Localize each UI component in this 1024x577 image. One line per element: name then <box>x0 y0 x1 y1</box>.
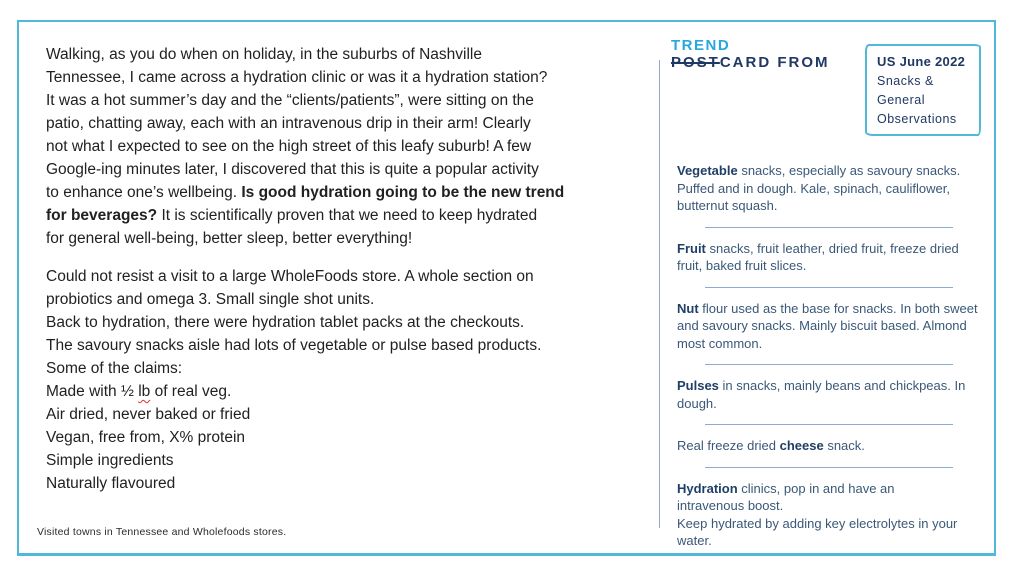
stamp-box: US June 2022 Snacks & General Observatio… <box>865 44 981 136</box>
entry-divider <box>705 466 953 468</box>
stamp-title: US June 2022 <box>877 54 966 69</box>
main-text-column: Walking, as you do when on holiday, in t… <box>46 43 646 495</box>
stamp-line-snacks: Snacks & <box>877 74 934 88</box>
entry-fruit: Fruit snacks, fruit leather, dried fruit… <box>677 240 963 274</box>
stamp-line-general: General <box>877 93 925 107</box>
observations-list: Vegetable snacks, especially as savoury … <box>677 162 979 550</box>
entry-divider <box>705 286 953 288</box>
postcard-card: Walking, as you do when on holiday, in t… <box>17 20 996 556</box>
entry-pulses: Pulses in snacks, mainly beans and chick… <box>677 378 969 411</box>
trend-postcard-logo: TREND POSTCARD FROM <box>671 37 830 71</box>
entry-hydration: Hydration clinics, pop in and have an in… <box>677 480 958 549</box>
paragraph-hydration-clinic: Walking, as you do when on holiday, in t… <box>46 46 565 247</box>
logo-card-from: CARD FROM <box>719 54 830 71</box>
logo-postcard-from: POSTCARD FROM <box>671 54 830 71</box>
entry-divider <box>705 424 953 425</box>
entry-divider <box>705 226 953 228</box>
stamp-line-observations: Observations <box>877 112 957 126</box>
logo-post-struckthrough: POST <box>671 54 720 71</box>
paragraph-wholefoods: Could not resist a visit to a large Whol… <box>46 268 542 492</box>
entry-cheese: Real freeze dried cheese snack. <box>677 438 865 453</box>
entry-nut: Nut flour used as the base for snacks. I… <box>677 300 982 351</box>
footnote: Visited towns in Tennessee and Wholefood… <box>37 526 287 538</box>
column-divider-line <box>659 60 660 528</box>
entry-vegetable: Vegetable snacks, especially as savoury … <box>677 163 964 213</box>
entry-divider <box>705 364 953 365</box>
logo-trend-word: TREND <box>671 37 731 54</box>
